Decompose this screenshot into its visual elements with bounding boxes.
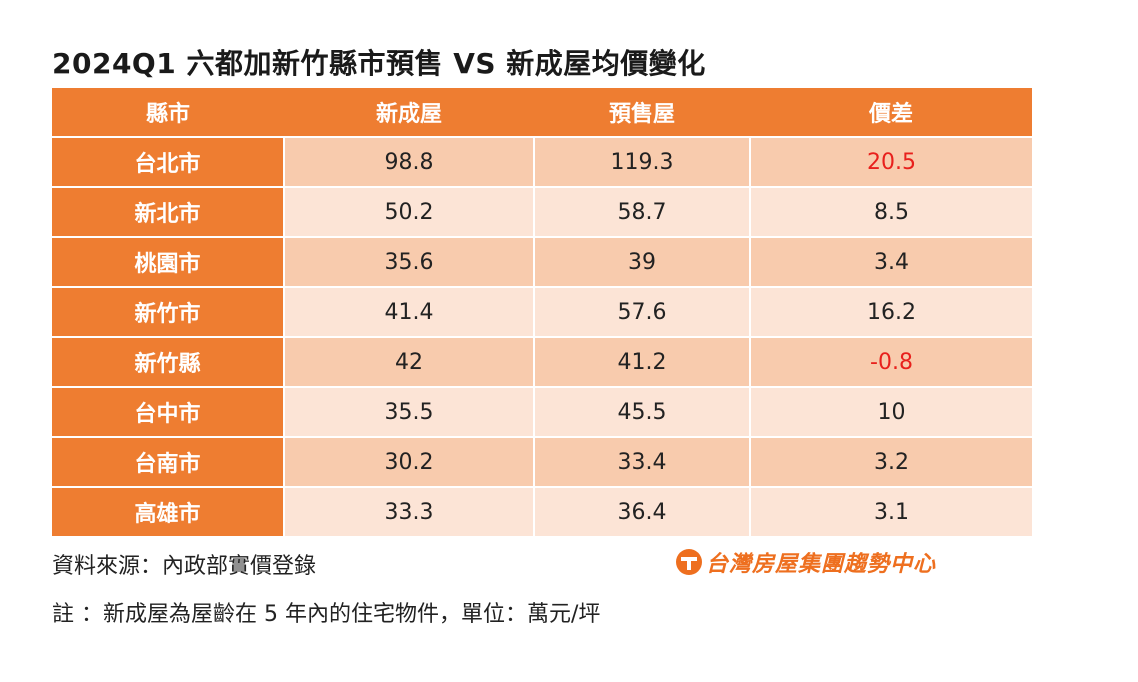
table-row: 新北市 50.2 58.7 8.5 xyxy=(52,187,1032,238)
table-row: 新竹市 41.4 57.6 16.2 xyxy=(52,287,1032,338)
row-city-cell: 新北市 xyxy=(52,187,284,238)
row-city-cell: 台南市 xyxy=(52,437,284,488)
row-city-cell: 高雄市 xyxy=(52,487,284,538)
row-new-house-cell: 33.3 xyxy=(283,487,534,538)
source-note: 資料來源：內政部實價登錄 xyxy=(52,554,317,579)
table-row: 台北市 98.8 119.3 20.5 xyxy=(52,137,1032,188)
row-new-house-cell: 35.6 xyxy=(283,237,534,288)
row-price-diff-cell: 3.2 xyxy=(749,437,1032,488)
company-logo: 台灣房屋集團趨勢中心 xyxy=(676,546,936,578)
row-price-diff-cell: 3.1 xyxy=(749,487,1032,538)
row-price-diff-cell: 8.5 xyxy=(749,187,1032,238)
row-new-house-cell: 50.2 xyxy=(283,187,534,238)
row-presale-cell: 119.3 xyxy=(533,137,750,188)
column-header-price-diff: 價差 xyxy=(750,88,1032,138)
table-row: 台南市 30.2 33.4 3.2 xyxy=(52,437,1032,488)
row-city-cell: 桃園市 xyxy=(52,237,284,288)
row-price-diff-cell: 16.2 xyxy=(749,287,1032,338)
row-city-cell: 台北市 xyxy=(52,137,284,188)
row-new-house-cell: 30.2 xyxy=(283,437,534,488)
row-presale-cell: 36.4 xyxy=(533,487,750,538)
logo-text: 台灣房屋集團趨勢中心 xyxy=(706,552,937,577)
row-presale-cell: 41.2 xyxy=(533,337,750,388)
row-presale-cell: 33.4 xyxy=(533,437,750,488)
table-row: 桃園市 35.6 39 3.4 xyxy=(52,237,1032,288)
table-row: 新竹縣 42 41.2 -0.8 xyxy=(52,337,1032,388)
table-row: 台中市 35.5 45.5 10 xyxy=(52,387,1032,438)
column-header-new-house: 新成屋 xyxy=(284,88,534,138)
column-header-presale: 預售屋 xyxy=(534,88,750,138)
table-row: 高雄市 33.3 36.4 3.1 xyxy=(52,487,1032,538)
row-price-diff-cell: 10 xyxy=(749,387,1032,438)
row-new-house-cell: 98.8 xyxy=(283,137,534,188)
table-body: 台北市 98.8 119.3 20.5 新北市 50.2 58.7 8.5 桃園市 35.6 39 3… xyxy=(52,137,1032,538)
row-presale-cell: 39 xyxy=(533,237,750,288)
row-new-house-cell: 41.4 xyxy=(283,287,534,338)
price-table: 縣市 新成屋 預售屋 價差 台北市 98.8 119.3 20.5 新北市 50.2 58.… xyxy=(52,88,1032,538)
taiwan-realty-logo-icon xyxy=(676,549,702,575)
row-city-cell: 新竹市 xyxy=(52,287,284,338)
page-title: 2024Q1 六都加新竹縣市預售 VS 新成屋均價變化 xyxy=(52,47,706,80)
footnote: 註 ：新成屋為屋齡在 5 年內的住宅物件，單位：萬元/坪 xyxy=(52,602,601,627)
column-header-city: 縣市 xyxy=(52,88,284,138)
row-new-house-cell: 42 xyxy=(283,337,534,388)
row-city-cell: 台中市 xyxy=(52,387,284,438)
row-presale-cell: 45.5 xyxy=(533,387,750,438)
row-price-diff-cell: 3.4 xyxy=(749,237,1032,288)
row-presale-cell: 57.6 xyxy=(533,287,750,338)
row-city-cell: 新竹縣 xyxy=(52,337,284,388)
row-price-diff-cell: -0.8 xyxy=(749,337,1032,388)
row-price-diff-cell: 20.5 xyxy=(749,137,1032,188)
table-header-row: 縣市 新成屋 預售屋 價差 xyxy=(52,88,1032,138)
row-new-house-cell: 35.5 xyxy=(283,387,534,438)
row-presale-cell: 58.7 xyxy=(533,187,750,238)
